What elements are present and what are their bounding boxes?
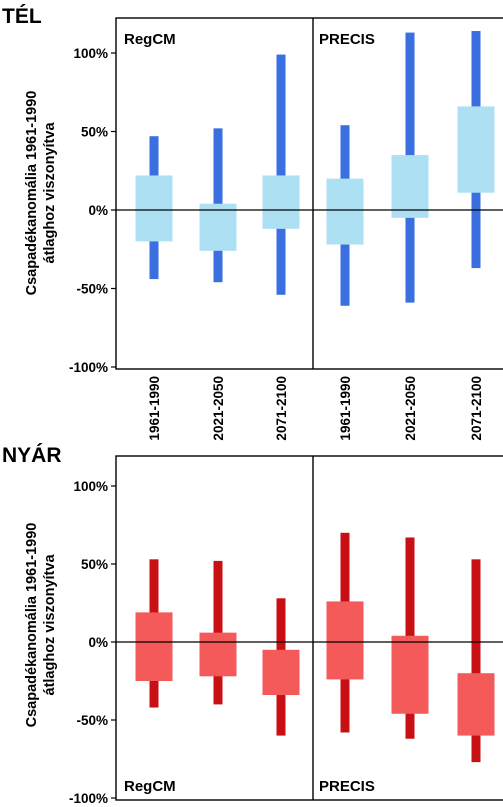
winter-regcm-box — [262, 175, 300, 229]
winter-y-tick-label: 100% — [73, 46, 108, 61]
winter-y-tick-label: -100% — [69, 360, 108, 375]
winter-ylabel-line2: átlaghoz viszonyítva — [42, 122, 58, 264]
winter-panel-title-precis: PRECIS — [319, 31, 375, 48]
summer-y-tick-label: 50% — [81, 557, 108, 572]
winter-ylabel-line1: Csapadékanomália 1961-1990 — [24, 91, 40, 296]
winter-y-tick-label: -50% — [76, 282, 108, 297]
summer-regcm-box — [135, 612, 173, 681]
period-label: 2071-2100 — [469, 376, 484, 441]
winter-y-tick-labels: 100% 50% 0% -50% -100% — [69, 46, 116, 375]
summer-title: NYÁR — [2, 444, 62, 467]
summer-panel-title-precis: PRECIS — [319, 778, 375, 795]
winter-plot-frame — [115, 17, 503, 370]
winter-y-tick-label: 0% — [88, 203, 108, 218]
winter-regcm-whisker — [276, 54, 286, 295]
summer-precis-box — [391, 635, 429, 714]
winter-regcm-box — [199, 203, 237, 251]
winter-precis-box — [457, 106, 495, 193]
summer-precis-box — [326, 601, 364, 680]
summer-marks — [135, 532, 495, 763]
summer-regcm-box — [262, 649, 300, 696]
period-label: 1961-1990 — [338, 376, 353, 441]
winter-precis-box — [326, 178, 364, 245]
winter-chart: TÉL Csapadékanomália 1961-1990 átlaghoz … — [2, 5, 503, 441]
winter-precis-box — [391, 155, 429, 218]
summer-precis-whisker — [471, 559, 481, 763]
period-label: 2021-2050 — [403, 376, 418, 441]
period-label: 2021-2050 — [211, 376, 226, 441]
winter-period-labels: 1961-1990 2021-2050 2071-2100 1961-1990 2021… — [147, 376, 484, 441]
summer-y-tick-label: -50% — [76, 713, 108, 728]
period-label: 2071-2100 — [274, 376, 289, 441]
summer-regcm-box — [199, 632, 237, 677]
winter-y-tick-label: 50% — [81, 125, 108, 140]
summer-ylabel-line2: átlaghoz viszonyítva — [42, 554, 58, 696]
period-label: 1961-1990 — [147, 376, 162, 441]
winter-regcm-box — [135, 175, 173, 242]
summer-y-tick-labels: 100% 50% 0% -50% -100% — [69, 479, 116, 806]
winter-title: TÉL — [2, 5, 42, 28]
summer-panel-title-regcm: RegCM — [124, 778, 176, 795]
summer-chart: NYÁR Csapadékanomália 1961-1990 átlaghoz… — [2, 444, 503, 806]
summer-y-tick-label: 100% — [73, 479, 108, 494]
winter-marks — [135, 31, 495, 306]
summer-plot-frame — [115, 455, 503, 801]
summer-ylabel-line1: Csapadékanomália 1961-1990 — [24, 523, 40, 728]
summer-y-tick-label: -100% — [69, 791, 108, 806]
summer-precis-box — [457, 673, 495, 736]
summer-y-tick-label: 0% — [88, 635, 108, 650]
winter-panel-title-regcm: RegCM — [124, 31, 176, 48]
